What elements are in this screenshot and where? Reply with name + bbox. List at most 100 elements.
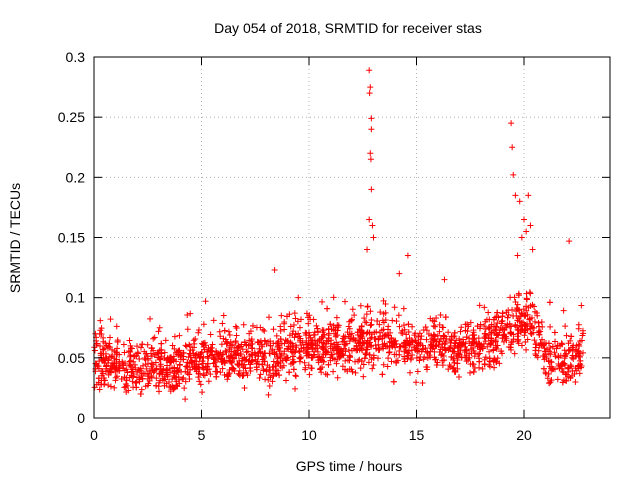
- data-point: [547, 344, 554, 351]
- data-point: [430, 323, 437, 330]
- data-point: [546, 348, 553, 355]
- data-point: [334, 374, 341, 381]
- data-point: [357, 365, 364, 372]
- data-point: [391, 341, 398, 348]
- data-point: [161, 349, 168, 356]
- data-point: [305, 329, 312, 336]
- data-point: [107, 369, 114, 376]
- data-point: [156, 324, 163, 331]
- data-point: [512, 299, 519, 306]
- data-point: [452, 369, 459, 376]
- data-point: [405, 321, 412, 328]
- data-point: [113, 323, 120, 330]
- data-point: [357, 302, 364, 309]
- data-point: [427, 354, 434, 361]
- data-point: [126, 337, 133, 344]
- data-point: [118, 376, 125, 383]
- data-point: [252, 350, 259, 357]
- data-point: [292, 385, 299, 392]
- data-point: [303, 330, 310, 337]
- data-point: [379, 371, 386, 378]
- data-point: [403, 337, 410, 344]
- data-point: [147, 367, 154, 374]
- data-point: [278, 312, 285, 319]
- data-point: [241, 361, 248, 368]
- data-point: [514, 317, 521, 324]
- data-point: [323, 337, 330, 344]
- data-point: [570, 356, 577, 363]
- data-point: [412, 337, 419, 344]
- data-point: [517, 322, 524, 329]
- data-point: [540, 365, 547, 372]
- data-point: [97, 342, 104, 349]
- data-point: [153, 382, 160, 389]
- data-point: [136, 374, 142, 381]
- data-point: [130, 373, 137, 380]
- data-point: [523, 346, 530, 353]
- data-point: [200, 321, 207, 328]
- data-point: [94, 362, 101, 369]
- data-point: [261, 350, 268, 357]
- data-point: [144, 375, 151, 382]
- data-point: [467, 319, 474, 326]
- data-point: [312, 340, 319, 347]
- data-point: [296, 348, 303, 355]
- data-point: [133, 379, 140, 386]
- data-point: [98, 330, 105, 337]
- data-point: [523, 296, 530, 303]
- data-point: [523, 228, 530, 235]
- data-point: [201, 346, 208, 353]
- data-point: [209, 341, 216, 348]
- data-point: [518, 342, 525, 349]
- data-point: [579, 332, 586, 339]
- data-point: [346, 325, 353, 332]
- data-point: [91, 384, 98, 391]
- data-point: [136, 356, 143, 363]
- data-point: [169, 382, 176, 389]
- data-point: [159, 377, 166, 384]
- data-point: [177, 352, 184, 359]
- data-point: [469, 360, 476, 367]
- data-point: [485, 324, 492, 331]
- data-point: [393, 318, 400, 325]
- data-point: [367, 84, 374, 91]
- data-point: [480, 340, 487, 347]
- data-point: [175, 374, 182, 381]
- data-point: [198, 340, 205, 347]
- data-point: [500, 331, 507, 338]
- data-point: [157, 361, 164, 368]
- data-point: [385, 355, 392, 362]
- data-point: [270, 372, 277, 379]
- data-point: [420, 356, 427, 363]
- data-point: [154, 349, 161, 356]
- data-point: [213, 368, 220, 375]
- data-point: [212, 363, 219, 370]
- data-point: [241, 385, 248, 392]
- data-point: [217, 333, 224, 340]
- data-point: [334, 343, 341, 350]
- data-point: [445, 329, 452, 336]
- data-point: [308, 365, 315, 372]
- data-point: [283, 313, 290, 320]
- data-point: [144, 341, 151, 348]
- data-point: [540, 353, 547, 360]
- data-point: [391, 341, 398, 348]
- data-point: [462, 354, 469, 361]
- data-point: [320, 340, 327, 347]
- data-point: [210, 355, 217, 362]
- data-point: [547, 323, 554, 330]
- data-point: [153, 375, 160, 382]
- data-point: [513, 308, 520, 315]
- data-point: [448, 353, 455, 360]
- data-point: [196, 355, 203, 362]
- data-point: [388, 338, 395, 345]
- data-point: [249, 322, 256, 329]
- data-point: [182, 378, 189, 385]
- data-point: [458, 342, 465, 349]
- data-point: [451, 329, 458, 336]
- data-point: [363, 319, 370, 326]
- data-point: [340, 345, 347, 352]
- data-point: [163, 369, 170, 376]
- data-point: [327, 345, 334, 352]
- data-point: [256, 345, 263, 352]
